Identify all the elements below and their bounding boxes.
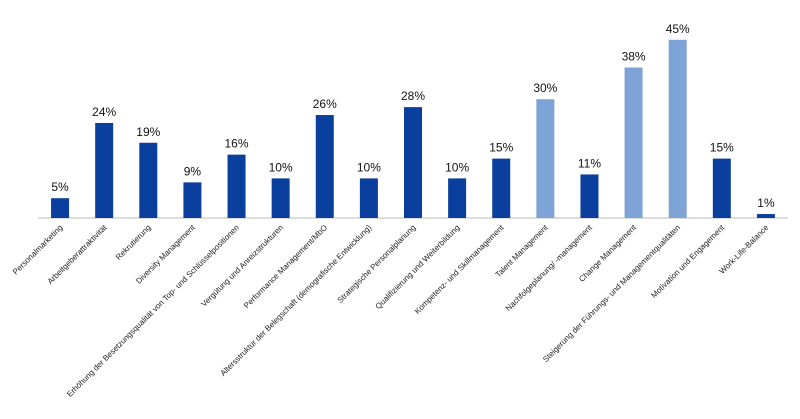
value-label: 28%	[401, 89, 425, 103]
bar	[315, 115, 334, 218]
value-label: 9%	[184, 164, 202, 178]
bar	[95, 122, 114, 218]
bar	[712, 158, 731, 218]
bar	[51, 198, 70, 218]
bar	[139, 142, 158, 218]
value-label: 10%	[357, 160, 381, 174]
value-label: 16%	[225, 137, 249, 151]
x-tick-label: Strategische Personalplanung	[336, 223, 418, 305]
value-label: 24%	[92, 105, 116, 119]
x-tick-label: Motivation und Engagement	[649, 223, 726, 300]
value-label: 5%	[51, 180, 69, 194]
bar	[756, 214, 775, 218]
x-tick-label: Vergütung und Anreizstrukturen	[199, 223, 285, 309]
x-tick-label: Performance Management/MbO	[242, 223, 329, 310]
x-tick-label: Kompetenz- und Skillmanagement	[413, 223, 506, 316]
bar	[227, 154, 246, 218]
bar	[492, 158, 511, 218]
x-tick-label: Nachfolgeplanung/ -management	[504, 223, 595, 314]
bar	[668, 39, 687, 218]
x-tick-label: Rekrutierung	[114, 223, 153, 262]
value-label: 45%	[666, 22, 690, 36]
value-label: 15%	[489, 141, 513, 155]
bar	[404, 107, 422, 218]
value-label: 15%	[710, 141, 734, 155]
value-label: 10%	[445, 160, 469, 174]
value-label: 1%	[757, 196, 775, 210]
bar	[271, 178, 290, 218]
x-tick-label: Work-Life-Balance	[718, 223, 771, 276]
bar	[580, 174, 599, 218]
bar	[448, 178, 467, 218]
x-tick-label: Erhöhung der Besetzungsqualität von Top-…	[65, 223, 241, 399]
bar	[183, 182, 202, 218]
value-label: 38%	[622, 50, 646, 64]
x-tick-label: Qualifizierung und Weiterbildung	[374, 223, 462, 311]
x-tick-label: Altersstruktur der Belegschaft (demograf…	[219, 223, 374, 378]
value-label: 10%	[269, 160, 293, 174]
bar	[624, 67, 643, 219]
value-label: 11%	[578, 156, 601, 170]
value-label: 19%	[136, 125, 160, 139]
value-label: 30%	[533, 81, 557, 95]
value-label: 26%	[313, 97, 337, 111]
bar	[359, 178, 378, 218]
bar	[536, 99, 555, 218]
